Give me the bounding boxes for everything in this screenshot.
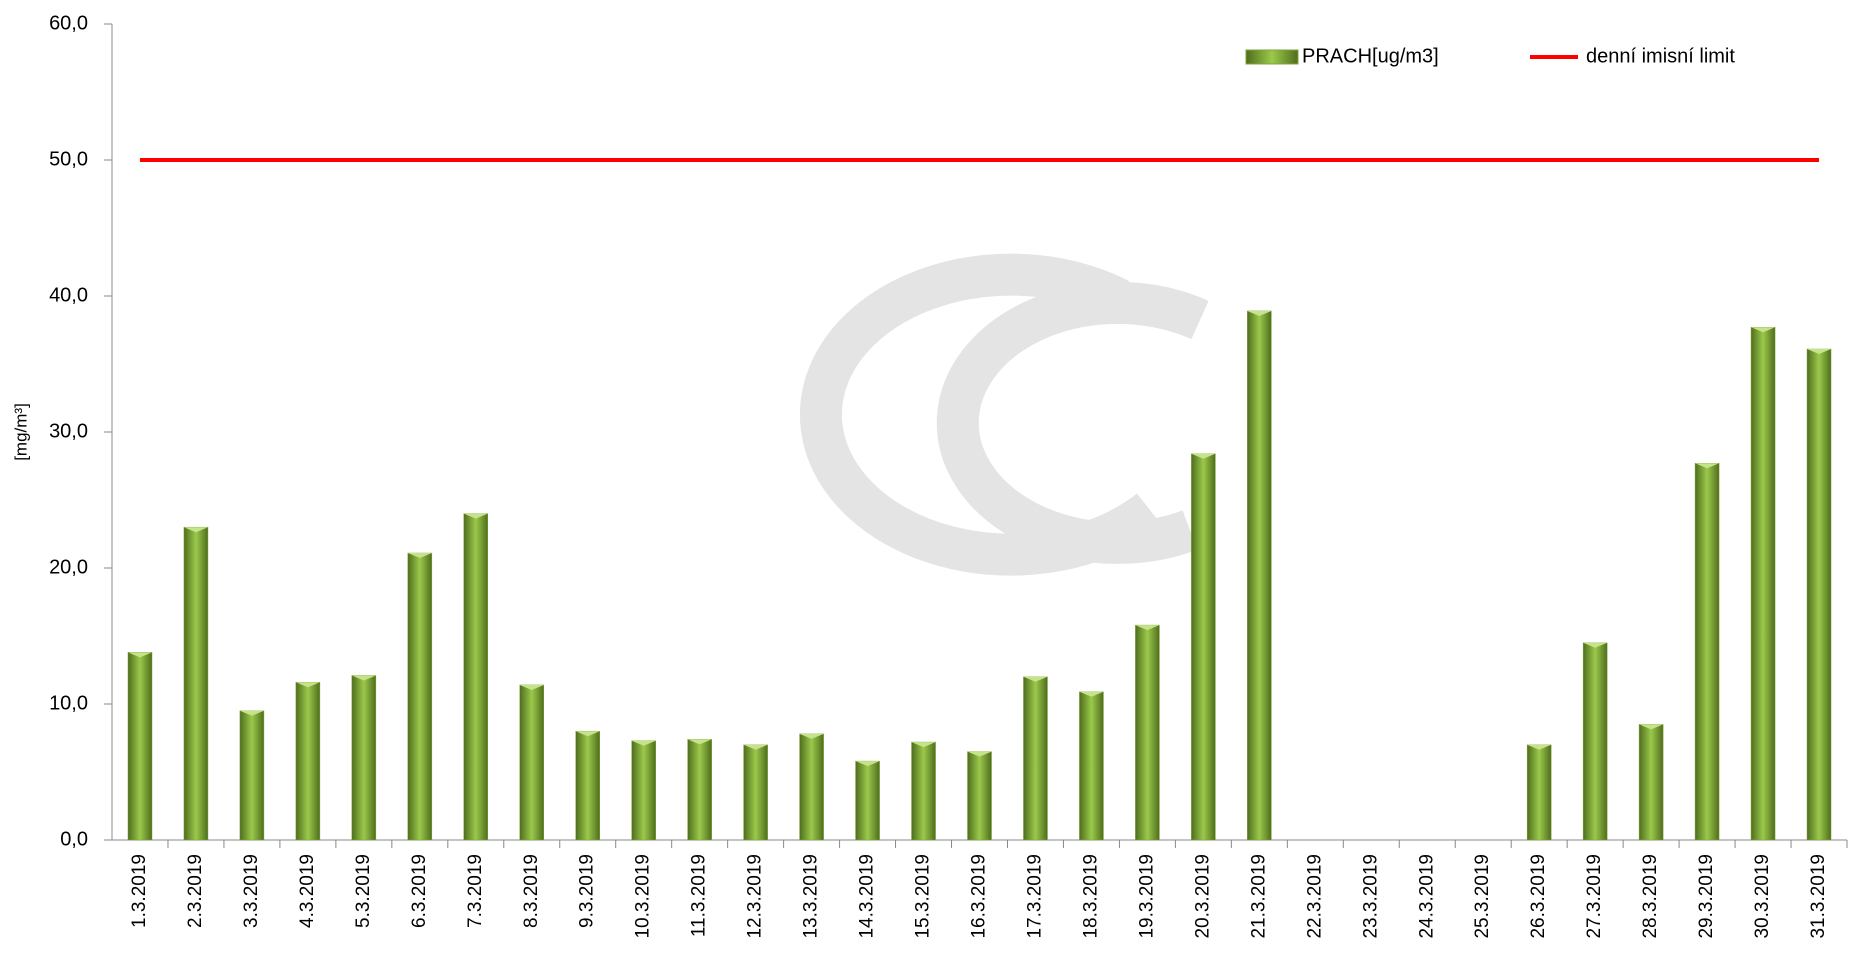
bar [239,710,265,841]
x-tick-label: 5.3.2019 [353,854,374,928]
x-tick-label: 19.3.2019 [1136,854,1157,939]
x-tick-label: 27.3.2019 [1584,854,1605,939]
bar [407,552,433,841]
bar-cap [1023,676,1048,682]
x-tick-label: 20.3.2019 [1192,854,1213,939]
bar [687,739,712,841]
bar [351,675,377,841]
bar [127,652,153,841]
bar [967,751,992,841]
x-tick-label: 13.3.2019 [801,854,822,939]
y-axis-label: [mg/m³] [11,403,30,461]
x-tick-label: 1.3.2019 [129,854,150,928]
legend-swatch [1245,49,1299,65]
x-tick-label: 28.3.2019 [1640,854,1661,939]
bar [463,513,489,841]
bar-cap [127,652,152,658]
x-tick-label: 23.3.2019 [1360,854,1381,939]
y-tick-label: 10,0 [49,692,88,714]
x-tick-label: 24.3.2019 [1416,854,1437,939]
bar [183,526,209,841]
bar-cap [295,682,320,688]
bar [1191,453,1216,841]
bar [519,684,545,841]
bar-cap [351,675,376,681]
bar [1023,676,1048,841]
y-tick-label: 40,0 [49,284,88,306]
bar-cap [967,751,992,757]
bar-cap [1191,453,1216,459]
x-tick-label: 7.3.2019 [465,854,486,928]
bar [1135,624,1160,841]
bar-cap [1695,463,1720,469]
bar [855,760,880,841]
bar-cap [911,742,936,748]
bar-cap [1135,625,1160,631]
bar-cap [1247,310,1272,316]
y-tick-label: 60,0 [49,12,88,34]
bar [1079,691,1104,841]
bar-cap [1639,724,1664,730]
x-tick-label: 16.3.2019 [969,854,990,939]
bar-cap [407,553,432,559]
bar-cap [1583,642,1608,648]
bar-cap [743,744,768,750]
bar [631,740,656,841]
bar-cap [1079,691,1104,697]
bar-cap [1807,349,1832,355]
x-tick-label: 8.3.2019 [521,854,542,928]
x-tick-label: 12.3.2019 [745,854,766,939]
legend-label: denní imisní limit [1586,45,1735,67]
x-tick-label: 2.3.2019 [185,854,206,928]
y-tick-label: 0,0 [60,828,88,850]
x-tick-label: 4.3.2019 [297,854,318,928]
bar [1806,348,1832,841]
y-tick-label: 30,0 [49,420,88,442]
x-tick-label: 17.3.2019 [1024,854,1045,939]
x-tick-label: 31.3.2019 [1808,854,1829,939]
x-tick-label: 15.3.2019 [913,854,934,939]
x-tick-label: 18.3.2019 [1080,854,1101,939]
y-tick-label: 50,0 [49,148,88,170]
bar-cap [575,731,600,737]
bar-cap [855,761,880,767]
bar [1750,327,1776,841]
bar-cap [519,684,544,690]
bar [1694,463,1720,841]
watermark [799,253,1209,576]
bar [1247,310,1272,841]
bar-cap [799,733,824,739]
x-tick-label: 11.3.2019 [689,854,710,937]
bar-cap [1527,744,1552,750]
bar [575,730,600,841]
bar-cap [463,513,488,519]
x-tick-label: 21.3.2019 [1248,854,1269,939]
x-tick-label: 14.3.2019 [857,854,878,939]
x-tick-label: 29.3.2019 [1696,854,1717,939]
x-tick-label: 3.3.2019 [241,854,262,928]
x-tick-label: 22.3.2019 [1304,854,1325,939]
bar [911,741,936,841]
bar [1638,724,1664,841]
bar-cap [239,710,264,716]
bar [1526,744,1552,841]
bar-cap [1751,327,1776,333]
y-tick-label: 20,0 [49,556,88,578]
bar [1582,642,1608,841]
x-tick-label: 25.3.2019 [1472,854,1493,939]
bar [295,681,321,841]
bar-cap [183,527,208,533]
x-tick-label: 30.3.2019 [1752,854,1773,939]
bar [743,744,768,841]
legend-label: PRACH[ug/m3] [1302,45,1439,67]
bar-cap [631,740,656,746]
x-tick-label: 10.3.2019 [633,854,654,939]
bar-cap [687,739,712,745]
x-tick-label: 26.3.2019 [1528,854,1549,939]
x-tick-label: 9.3.2019 [577,854,598,928]
bar [799,733,824,841]
x-tick-label: 6.3.2019 [409,854,430,928]
